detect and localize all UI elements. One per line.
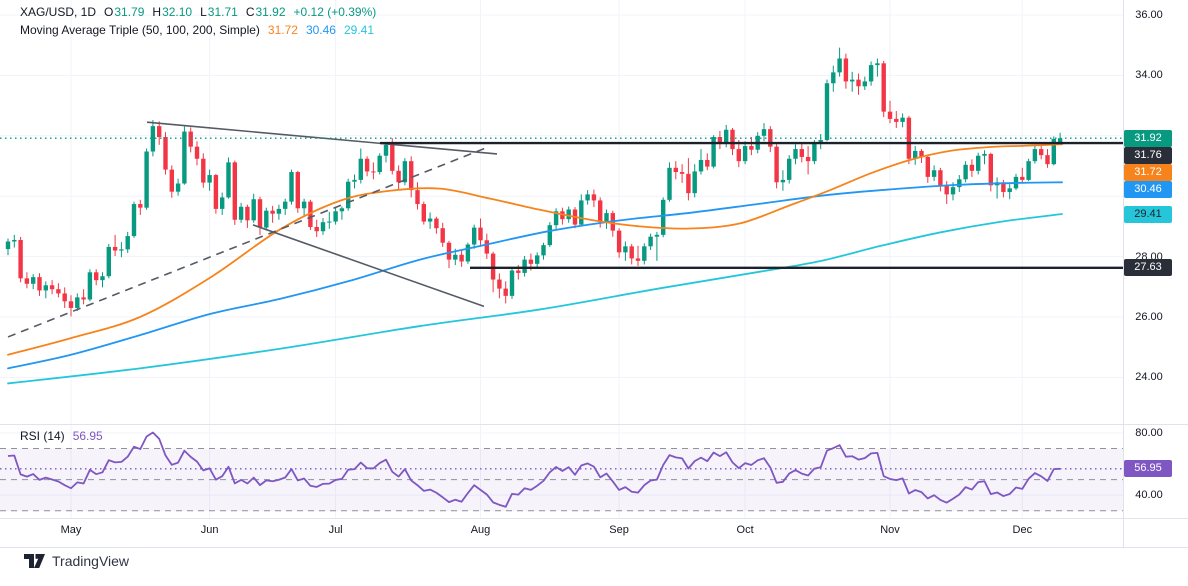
ma50-value: 31.72 xyxy=(267,23,298,37)
chart-canvas[interactable] xyxy=(0,0,1123,548)
time-axis-label: Jun xyxy=(200,524,219,536)
pane-divider-rsi-timeaxis xyxy=(0,518,1188,519)
symbol-legend: XAG/USD, 1D O 31.79 H 32.10 L 31.71 C 31.92 … xyxy=(20,5,376,19)
ohlc-open: O 31.79 xyxy=(104,5,145,19)
ma50-line xyxy=(7,143,1063,356)
trendline[interactable] xyxy=(252,224,485,308)
price-tick-label: 34.00 xyxy=(1135,69,1163,82)
chart-bottom-border xyxy=(0,547,1188,548)
dashed-trendline[interactable] xyxy=(7,147,487,338)
symbol-title: XAG/USD, 1D xyxy=(20,5,97,19)
time-axis-label: Oct xyxy=(736,524,754,536)
ohlc-close: C 31.92 xyxy=(245,5,286,19)
price-change: +0.12 (+0.39%) xyxy=(293,5,377,19)
price-badge-31.92: 31.92 xyxy=(1124,129,1172,147)
price-badge-29.41: 29.41 xyxy=(1124,205,1172,223)
candlestick-series xyxy=(5,47,1063,317)
tradingview-logo-icon xyxy=(24,553,45,568)
time-axis-label: Nov xyxy=(880,524,900,536)
price-badge-56.95: 56.95 xyxy=(1124,460,1172,478)
rsi-legend-title: RSI (14) xyxy=(20,429,65,443)
price-badge-31.76: 31.76 xyxy=(1124,146,1172,164)
rsi-tick-label: 80.00 xyxy=(1135,427,1163,439)
tradingview-logo[interactable]: TradingView xyxy=(24,553,129,569)
price-badge-31.72: 31.72 xyxy=(1124,163,1172,181)
trendline[interactable] xyxy=(146,121,498,155)
price-axis-separator xyxy=(1123,0,1124,548)
rsi-legend: RSI (14) 56.95 xyxy=(20,429,103,443)
price-tick-label: 24.00 xyxy=(1135,371,1163,384)
price-badge-30.46: 30.46 xyxy=(1124,180,1172,198)
time-axis[interactable] xyxy=(0,518,1123,547)
ma200-line xyxy=(7,213,1063,385)
price-tick-label: 36.00 xyxy=(1135,9,1163,21)
rsi-line xyxy=(7,431,1061,508)
time-axis-label: Dec xyxy=(1012,524,1033,536)
time-axis-label: Aug xyxy=(470,524,491,536)
rsi-value: 56.95 xyxy=(72,429,103,443)
price-tick-label: 26.00 xyxy=(1135,311,1163,323)
tradingview-logo-text: TradingView xyxy=(52,553,130,569)
ma-legend-title: Moving Average Triple (50, 100, 200, Sim… xyxy=(20,23,260,37)
pane-divider-main-rsi[interactable] xyxy=(0,424,1188,425)
ma200-value: 29.41 xyxy=(343,23,375,37)
ohlc-high: H 32.10 xyxy=(152,5,193,19)
time-axis-label: Jul xyxy=(328,524,343,536)
ohlc-low: L 31.71 xyxy=(200,5,238,19)
rsi-tick-label: 40.00 xyxy=(1135,489,1163,502)
time-axis-label: May xyxy=(60,524,82,536)
ma100-value: 30.46 xyxy=(305,23,336,37)
ma100-line xyxy=(7,181,1063,370)
time-axis-label: Sep xyxy=(609,524,629,536)
price-badge-27.63: 27.63 xyxy=(1124,259,1172,277)
ma-legend: Moving Average Triple (50, 100, 200, Sim… xyxy=(20,23,374,37)
